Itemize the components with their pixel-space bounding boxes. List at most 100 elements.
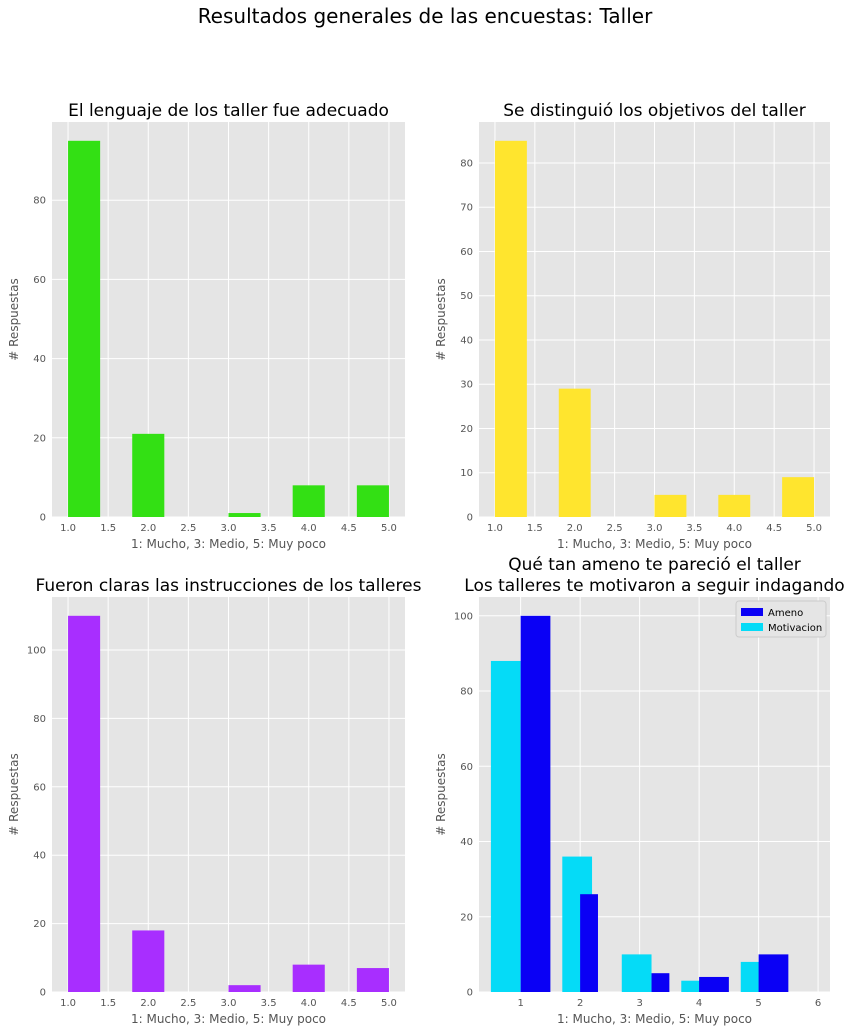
y-tick-label: 30	[460, 380, 473, 391]
x-tick-label: 1.5	[100, 523, 116, 534]
series-1-bar-1	[494, 140, 527, 518]
y-tick-label: 0	[467, 988, 473, 999]
series-1-bar-3	[651, 973, 670, 992]
legend-swatch	[741, 608, 763, 616]
legend: Ameno Motivacion	[735, 600, 827, 638]
x-tick-label: 4.5	[341, 523, 357, 534]
y-tick-label: 50	[460, 291, 473, 302]
x-tick-label: 1	[517, 998, 523, 1009]
chart-title: Se distinguió los objetivos del taller	[503, 101, 806, 121]
x-tick-label: 1.0	[60, 523, 76, 534]
series-1-bar-2	[580, 894, 598, 992]
series-1-bar-5	[758, 954, 789, 992]
y-tick-label: 40	[33, 851, 46, 862]
y-tick-label: 80	[460, 687, 473, 698]
y-axis-label: # Respuestas	[434, 278, 448, 360]
x-tick-label: 2.0	[567, 523, 583, 534]
x-tick-label: 3.5	[261, 523, 277, 534]
series-1-bar-4	[699, 976, 729, 992]
x-tick-label: 3.5	[261, 998, 277, 1009]
x-tick-label: 5	[755, 998, 761, 1009]
y-tick-label: 60	[33, 782, 46, 793]
chart-title: Qué tan ameno te pareció el taller	[508, 555, 801, 575]
figure-suptitle: Resultados generales de las encuestas: T…	[197, 4, 653, 28]
y-tick-label: 10	[460, 468, 473, 479]
y-tick-label: 80	[33, 714, 46, 725]
x-tick-label: 2.5	[607, 523, 623, 534]
series-1-bar-4	[292, 485, 325, 517]
x-tick-label: 5.0	[381, 998, 397, 1009]
series-2-bar-3	[621, 954, 652, 992]
x-tick-label: 4.0	[301, 998, 317, 1009]
y-tick-label: 0	[40, 988, 46, 999]
series-1-bar-1	[68, 615, 101, 992]
y-tick-label: 100	[27, 646, 46, 657]
y-tick-label: 70	[460, 203, 473, 214]
y-tick-label: 0	[40, 513, 46, 524]
series-2-bar-1	[490, 660, 521, 992]
x-tick-label: 4.5	[341, 998, 357, 1009]
chart-title: Fueron claras las instrucciones de los t…	[36, 576, 422, 596]
series-1-bar-3	[654, 494, 687, 517]
y-tick-label: 20	[33, 433, 46, 444]
series-1-bar-1	[520, 615, 551, 992]
series-1-bar-2	[132, 930, 165, 992]
x-tick-label: 2.5	[180, 998, 196, 1009]
x-tick-label: 4.0	[301, 523, 317, 534]
x-tick-label: 3.0	[221, 998, 237, 1009]
legend-swatch	[741, 623, 763, 631]
x-tick-label: 3.0	[221, 523, 237, 534]
y-tick-label: 40	[460, 837, 473, 848]
x-tick-label: 2.0	[140, 523, 156, 534]
series-1-bar-5	[356, 968, 389, 992]
series-1-bar-5	[782, 477, 815, 517]
chart-title: El lenguaje de los taller fue adecuado	[68, 101, 389, 121]
y-tick-label: 60	[460, 762, 473, 773]
x-tick-label: 1.0	[60, 998, 76, 1009]
y-tick-label: 20	[33, 919, 46, 930]
y-tick-label: 80	[460, 158, 473, 169]
series-1-bar-2	[558, 388, 591, 517]
legend-label: Motivacion	[768, 623, 822, 634]
y-tick-label: 40	[33, 354, 46, 365]
x-tick-label: 2.0	[140, 998, 156, 1009]
series-1-bar-3	[228, 985, 261, 992]
y-tick-label: 60	[33, 275, 46, 286]
x-tick-label: 5.0	[806, 523, 822, 534]
legend-label: Ameno	[768, 608, 803, 619]
y-axis-label: # Respuestas	[7, 753, 21, 835]
x-axis-label: 1: Mucho, 3: Medio, 5: Muy poco	[131, 537, 326, 551]
x-tick-label: 4.0	[726, 523, 742, 534]
x-tick-label: 4	[696, 998, 702, 1009]
y-tick-label: 80	[33, 196, 46, 207]
y-tick-label: 0	[467, 513, 473, 524]
series-1-bar-5	[356, 485, 389, 517]
x-axis-label: 1: Mucho, 3: Medio, 5: Muy poco	[131, 1012, 326, 1026]
x-tick-label: 3	[636, 998, 642, 1009]
series-1-bar-4	[292, 964, 325, 992]
x-tick-label: 6	[815, 998, 821, 1009]
series-1-bar-4	[718, 494, 751, 517]
x-tick-label: 3.5	[686, 523, 702, 534]
x-tick-label: 3.0	[647, 523, 663, 534]
x-tick-label: 2.5	[180, 523, 196, 534]
series-1-bar-2	[132, 433, 165, 517]
chart-panel-2: 1.0 1.5 2.0 2.5 3.0 3.5 4.0 4.5 5.0 0 10 20 30 40 50 60…	[434, 101, 830, 551]
y-tick-label: 100	[454, 611, 473, 622]
series-1-bar-1	[68, 140, 101, 518]
x-tick-label: 1.5	[527, 523, 543, 534]
y-axis-label: # Respuestas	[7, 278, 21, 360]
x-tick-label: 5.0	[381, 523, 397, 534]
chart-title: Los talleres te motivaron a seguir indag…	[464, 576, 844, 596]
series-2-bar-4	[681, 980, 712, 992]
x-tick-label: 1.5	[100, 998, 116, 1009]
x-axis-label: 1: Mucho, 3: Medio, 5: Muy poco	[557, 1012, 752, 1026]
y-axis-label: # Respuestas	[434, 753, 448, 835]
y-tick-label: 20	[460, 424, 473, 435]
x-axis-label: 1: Mucho, 3: Medio, 5: Muy poco	[557, 537, 752, 551]
x-tick-label: 1.0	[487, 523, 503, 534]
x-tick-label: 4.5	[766, 523, 782, 534]
chart-panel-3: 1.0 1.5 2.0 2.5 3.0 3.5 4.0 4.5 5.0 0 20 40 60 80 100 1…	[7, 576, 422, 1026]
